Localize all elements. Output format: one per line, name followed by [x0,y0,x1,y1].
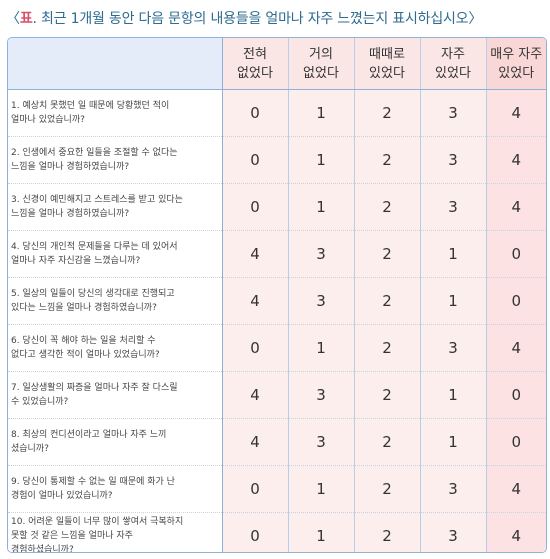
table-row: 3. 신경이 예민해지고 스트레스를 받고 있다는 느낌을 얼마나 경험하였습니까… [8,183,546,231]
score-cell: 2 [353,324,420,372]
score-cell: 2 [353,418,420,466]
score-cell: 2 [353,183,420,231]
table-row: 4. 당신의 개인적 문제들을 다루는 데 있어서 얼마나 자주 자신감을 느꼈습… [8,230,546,278]
column-header-1: 거의 없었다 [287,38,354,90]
caption-bracket-open: 〈 [6,11,20,27]
column-header-2: 때때로 있었다 [353,38,420,90]
score-cell: 4 [485,465,546,513]
score-cell: 4 [221,277,288,325]
score-cell: 0 [485,371,546,419]
score-cell: 1 [287,465,354,513]
question-cell: 2. 인생에서 중요한 일들을 조절할 수 없다는 느낌을 얼마나 경험하였습니까… [8,136,223,184]
table-body: 1. 예상치 못했던 일 때문에 당황했던 적이 얼마나 있었습니까? 0 1 2 3 4 2… [8,89,546,552]
score-cell: 4 [485,183,546,231]
score-cell: 3 [287,371,354,419]
table-row: 1. 예상치 못했던 일 때문에 당황했던 적이 얼마나 있었습니까? 0 1 2 3 4 [8,89,546,137]
score-cell: 1 [419,418,486,466]
score-cell: 0 [221,324,288,372]
score-cell: 3 [419,136,486,184]
caption-bracket-close: 〉 [468,11,483,27]
score-cell: 2 [353,136,420,184]
score-cell: 4 [485,136,546,184]
table-row: 7. 일상생활의 짜증을 얼마나 자주 잘 다스릴 수 있었습니까? 4 3 2 1 0 [8,371,546,419]
table-row: 2. 인생에서 중요한 일들을 조절할 수 없다는 느낌을 얼마나 경험하였습니까… [8,136,546,184]
score-cell: 2 [353,465,420,513]
column-header-0: 전혀 없었다 [221,38,288,90]
question-cell: 7. 일상생활의 짜증을 얼마나 자주 잘 다스릴 수 있었습니까? [8,371,223,419]
score-cell: 3 [419,512,486,552]
question-cell: 9. 당신이 통제할 수 없는 일 때문에 화가 난 경험이 얼마나 있었습니까? [8,465,223,513]
score-cell: 0 [221,183,288,231]
question-cell: 1. 예상치 못했던 일 때문에 당황했던 적이 얼마나 있었습니까? [8,89,223,137]
survey-table: 전혀 없었다 거의 없었다 때때로 있었다 자주 있었다 매우 자주 있었다 1. 예상치 못했던… [8,38,546,552]
score-cell: 4 [485,324,546,372]
column-header-3: 자주 있었다 [419,38,486,90]
table-row: 6. 당신이 꼭 해야 하는 일을 처리할 수 없다고 생각한 적이 얼마나 있었… [8,324,546,372]
score-cell: 0 [485,277,546,325]
caption-text: . 최근 1개월 동안 다음 문항의 내용들을 얼마나 자주 느꼈는지 표시하십… [32,11,469,27]
score-cell: 3 [287,277,354,325]
table-caption: 〈표. 최근 1개월 동안 다음 문항의 내용들을 얼마나 자주 느꼈는지 표시… [6,6,482,32]
table-row: 8. 최상의 컨디션이라고 얼마나 자주 느끼 셨습니까? 4 3 2 1 0 [8,418,546,466]
caption-table-label: 표 [19,11,33,27]
score-cell: 3 [419,89,486,137]
question-column-header [8,38,223,90]
score-cell: 4 [221,418,288,466]
score-cell: 0 [485,230,546,278]
score-cell: 1 [419,230,486,278]
score-cell: 4 [485,512,546,552]
question-cell: 8. 최상의 컨디션이라고 얼마나 자주 느끼 셨습니까? [8,418,223,466]
score-cell: 2 [353,512,420,552]
score-cell: 2 [353,371,420,419]
score-cell: 2 [353,230,420,278]
question-cell: 4. 당신의 개인적 문제들을 다루는 데 있어서 얼마나 자주 자신감을 느꼈습… [8,230,223,278]
score-cell: 1 [287,183,354,231]
score-cell: 1 [287,136,354,184]
score-cell: 3 [419,465,486,513]
score-cell: 1 [287,89,354,137]
question-cell: 6. 당신이 꼭 해야 하는 일을 처리할 수 없다고 생각한 적이 얼마나 있었… [8,324,223,372]
score-cell: 0 [221,136,288,184]
score-cell: 2 [353,277,420,325]
question-cell: 3. 신경이 예민해지고 스트레스를 받고 있다는 느낌을 얼마나 경험하였습니까… [8,183,223,231]
score-cell: 4 [485,89,546,137]
score-cell: 0 [221,512,288,552]
score-cell: 3 [287,230,354,278]
score-cell: 1 [287,512,354,552]
score-cell: 3 [419,324,486,372]
score-cell: 4 [221,230,288,278]
score-cell: 1 [419,277,486,325]
table-header-row: 전혀 없었다 거의 없었다 때때로 있었다 자주 있었다 매우 자주 있었다 [8,38,546,90]
score-cell: 0 [221,89,288,137]
table-row: 9. 당신이 통제할 수 없는 일 때문에 화가 난 경험이 얼마나 있었습니까?… [8,465,546,513]
score-cell: 3 [419,183,486,231]
score-cell: 1 [419,371,486,419]
question-cell: 5. 일상의 일들이 당신의 생각대로 진행되고 있다는 느낌을 얼마나 경험하였… [8,277,223,325]
column-header-4: 매우 자주 있었다 [485,38,546,90]
score-cell: 2 [353,89,420,137]
score-cell: 0 [485,418,546,466]
survey-table-frame: 전혀 없었다 거의 없었다 때때로 있었다 자주 있었다 매우 자주 있었다 1. 예상치 못했던… [7,37,547,553]
table-row: 5. 일상의 일들이 당신의 생각대로 진행되고 있다는 느낌을 얼마나 경험하였… [8,277,546,325]
score-cell: 0 [221,465,288,513]
question-cell: 10. 어려운 일들이 너무 많이 쌓여서 극복하지 못할 것 같은 느낌을 얼마… [8,512,223,552]
score-cell: 1 [287,324,354,372]
score-cell: 3 [287,418,354,466]
table-row: 10. 어려운 일들이 너무 많이 쌓여서 극복하지 못할 것 같은 느낌을 얼마… [8,512,546,552]
score-cell: 4 [221,371,288,419]
